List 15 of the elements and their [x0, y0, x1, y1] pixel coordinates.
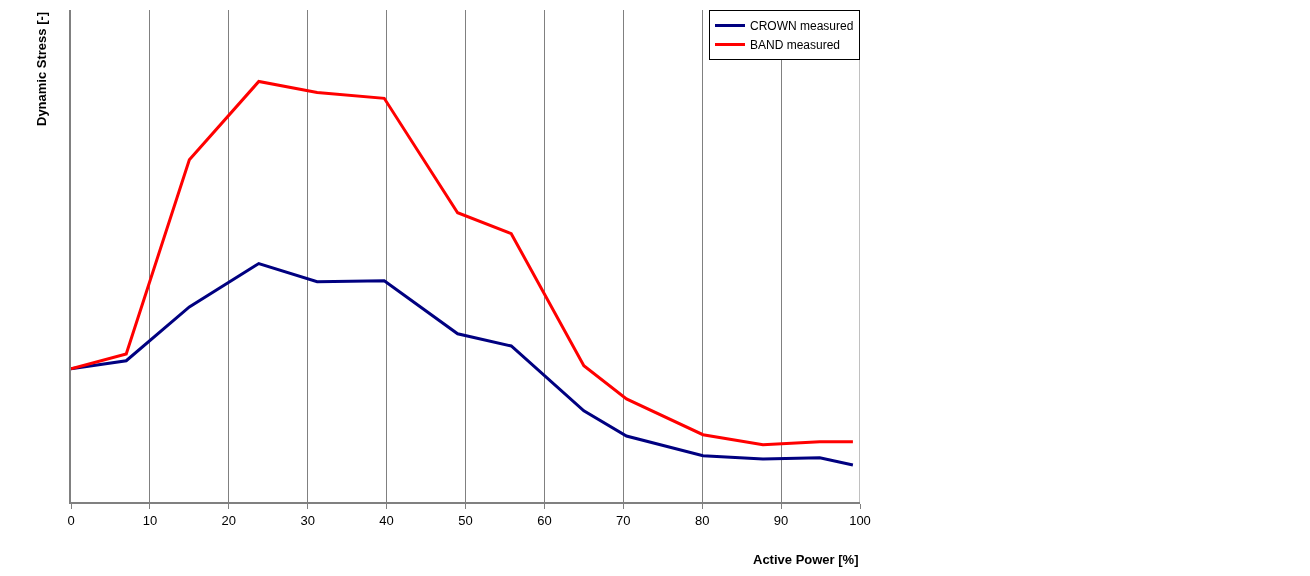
legend-label: CROWN measured — [750, 19, 854, 34]
x-tick-label: 10 — [142, 512, 158, 528]
x-tick-label: 90 — [773, 512, 789, 528]
y-axis-title: Dynamic Stress [-] — [34, 11, 49, 126]
x-tick-label: 100 — [849, 512, 871, 528]
x-axis-title: Active Power [%] — [753, 552, 859, 567]
x-tick-label: 0 — [67, 512, 75, 528]
legend-label: BAND measured — [750, 38, 841, 53]
x-tick-label: 60 — [537, 512, 552, 528]
x-tick-label: 70 — [616, 512, 631, 528]
x-tick-label: 50 — [458, 512, 473, 528]
x-tick-label: 80 — [694, 512, 710, 528]
x-tick-label: 20 — [221, 512, 237, 528]
x-tick-label: 30 — [300, 512, 315, 528]
x-tick-label: 40 — [379, 512, 394, 528]
